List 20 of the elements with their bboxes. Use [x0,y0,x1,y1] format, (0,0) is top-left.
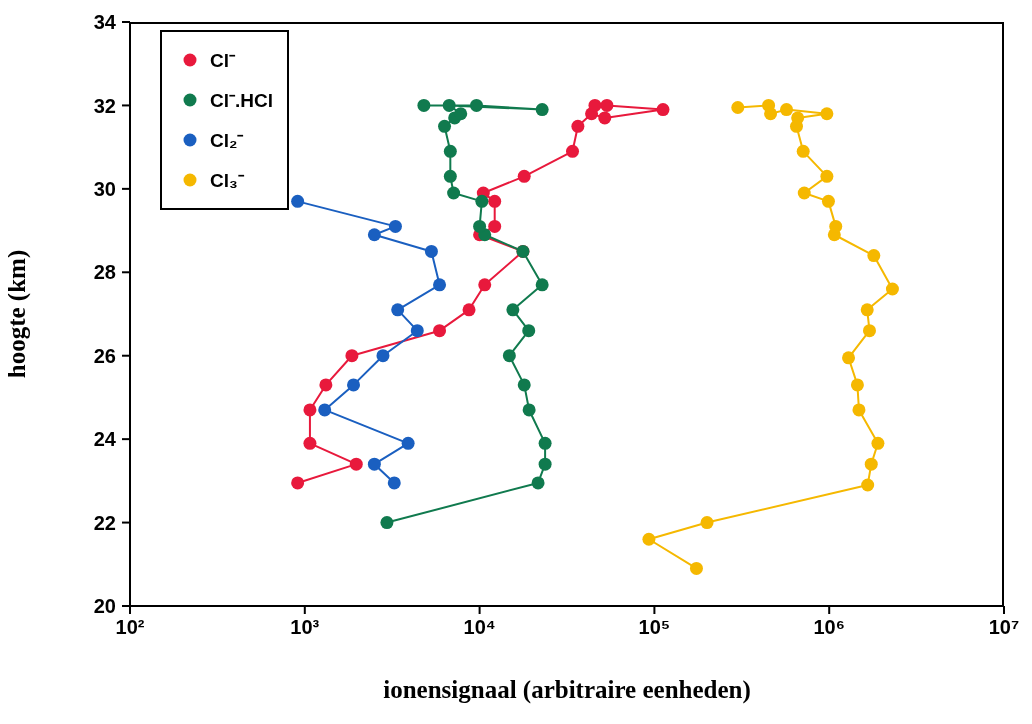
legend-label: Cl₃⁻ [210,169,244,193]
y-tick-label: 26 [93,344,116,367]
x-tick-label: 10⁴ [463,616,496,639]
y-tick-label: 22 [93,511,116,534]
legend-label: Cl⁻ [210,49,235,73]
y-tick-label: 28 [93,261,116,284]
y-tick-label: 24 [93,428,117,451]
y-tick-label: 34 [93,11,117,34]
x-tick-label: 10³ [290,616,320,639]
legend-label: Cl⁻.HCl [210,89,273,113]
x-tick-label: 10⁵ [638,616,671,639]
legend-label: Cl₂⁻ [210,129,244,153]
x-axis-title: ionensignaal (arbitraire eenheden) [383,676,751,704]
y-tick-label: 30 [93,177,116,200]
y-tick-label: 20 [93,595,116,618]
y-tick-label: 32 [93,94,116,117]
y-axis-title: hoogte (km) [2,249,31,379]
x-tick-label: 10⁶ [813,616,845,639]
x-tick-label: 10⁷ [988,616,1020,639]
x-tick-label: 10² [115,616,145,639]
